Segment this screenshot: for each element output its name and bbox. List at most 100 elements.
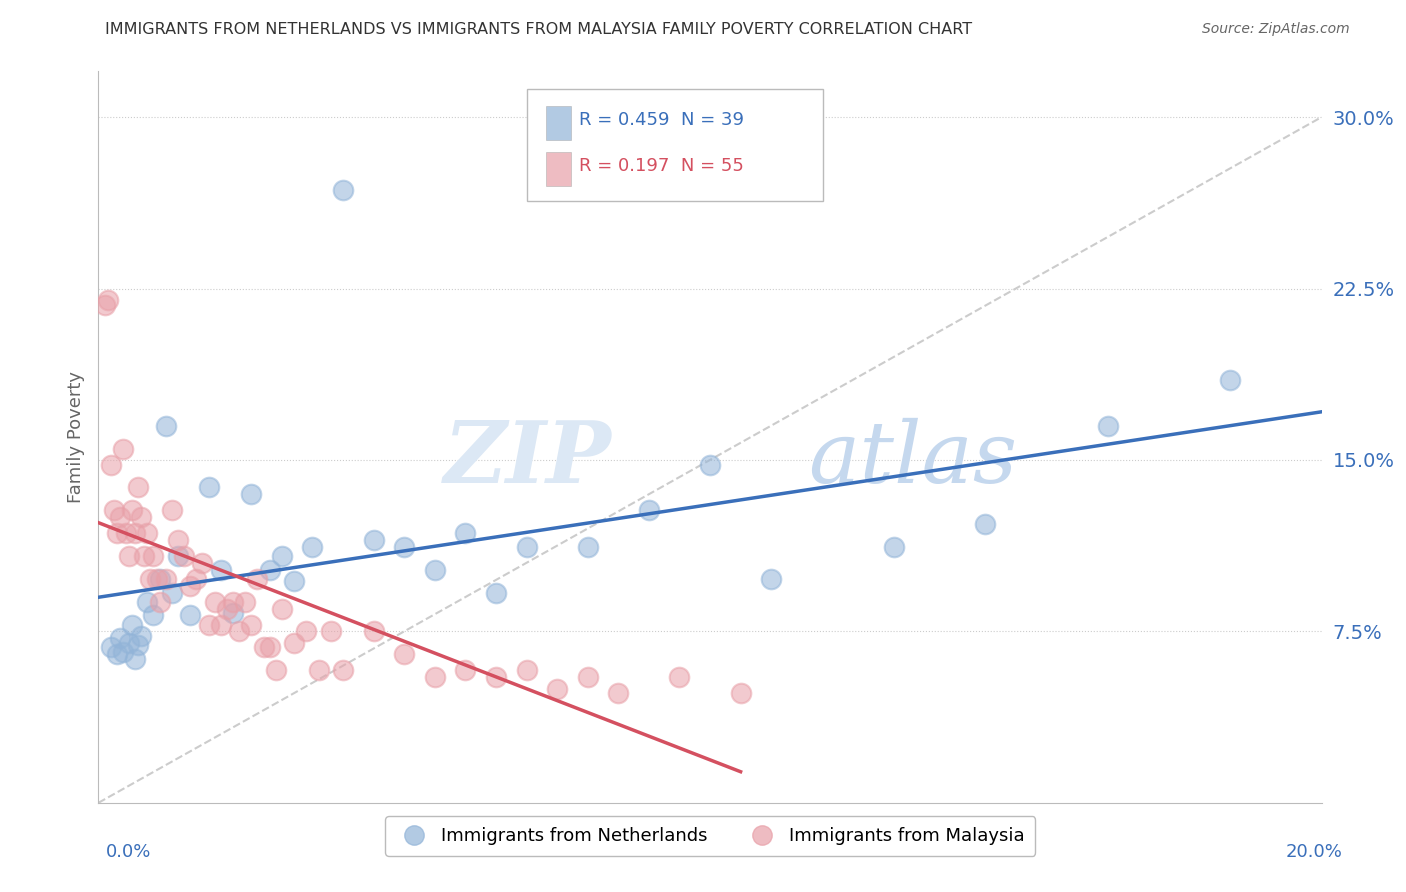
Point — [160, 503, 183, 517]
Point — [136, 594, 159, 608]
Point — [252, 640, 274, 655]
Point — [454, 663, 477, 677]
Point — [295, 624, 318, 639]
Point — [155, 418, 177, 433]
Point — [134, 549, 156, 563]
Point — [100, 458, 122, 472]
Point — [363, 533, 385, 547]
Point — [204, 594, 226, 608]
Point — [197, 617, 219, 632]
Point — [145, 572, 167, 586]
Point — [607, 686, 630, 700]
Point — [129, 629, 152, 643]
Point — [319, 624, 342, 639]
Point — [97, 293, 120, 307]
Point — [127, 480, 149, 494]
Point — [332, 183, 354, 197]
Point — [761, 572, 783, 586]
Point — [423, 670, 446, 684]
Text: 20.0%: 20.0% — [1286, 843, 1343, 861]
Point — [215, 601, 238, 615]
Point — [485, 585, 508, 599]
Point — [974, 516, 997, 531]
Point — [240, 617, 263, 632]
Point — [1097, 418, 1119, 433]
Text: IMMIGRANTS FROM NETHERLANDS VS IMMIGRANTS FROM MALAYSIA FAMILY POVERTY CORRELATI: IMMIGRANTS FROM NETHERLANDS VS IMMIGRANT… — [105, 22, 973, 37]
Point — [108, 632, 131, 646]
Point — [730, 686, 752, 700]
Point — [142, 549, 165, 563]
Point — [222, 594, 245, 608]
Point — [283, 574, 305, 588]
Point — [121, 503, 143, 517]
Point — [546, 681, 568, 696]
Point — [105, 647, 128, 661]
Point — [668, 670, 690, 684]
Point — [139, 572, 162, 586]
Point — [103, 503, 125, 517]
Point — [240, 487, 263, 501]
Point — [576, 540, 599, 554]
Point — [179, 608, 201, 623]
Text: atlas: atlas — [808, 417, 1017, 500]
Point — [233, 594, 256, 608]
Point — [392, 540, 416, 554]
Point — [516, 663, 538, 677]
Point — [259, 563, 281, 577]
Legend: Immigrants from Netherlands, Immigrants from Malaysia: Immigrants from Netherlands, Immigrants … — [385, 816, 1035, 856]
Point — [127, 638, 149, 652]
Point — [124, 652, 146, 666]
Point — [228, 624, 250, 639]
Text: Source: ZipAtlas.com: Source: ZipAtlas.com — [1202, 22, 1350, 37]
Point — [301, 540, 323, 554]
Point — [883, 540, 905, 554]
Point — [197, 480, 219, 494]
Point — [246, 572, 269, 586]
Point — [155, 572, 177, 586]
Point — [423, 563, 446, 577]
Point — [160, 585, 183, 599]
Point — [516, 540, 538, 554]
Point — [308, 663, 330, 677]
Point — [129, 510, 152, 524]
Point — [363, 624, 385, 639]
Point — [149, 572, 172, 586]
Point — [270, 601, 294, 615]
Point — [332, 663, 354, 677]
Point — [111, 645, 134, 659]
Point — [392, 647, 416, 661]
Point — [124, 526, 146, 541]
Point — [699, 458, 721, 472]
Text: 0.0%: 0.0% — [105, 843, 150, 861]
Point — [136, 526, 159, 541]
Point — [111, 442, 134, 456]
Point — [191, 556, 214, 570]
Y-axis label: Family Poverty: Family Poverty — [66, 371, 84, 503]
Point — [1219, 373, 1241, 387]
Point — [454, 526, 477, 541]
Text: R = 0.459  N = 39: R = 0.459 N = 39 — [579, 112, 744, 129]
Point — [118, 636, 141, 650]
Point — [167, 549, 190, 563]
Point — [149, 594, 172, 608]
Point — [142, 608, 165, 623]
Point — [283, 636, 305, 650]
Point — [121, 617, 143, 632]
Point — [93, 297, 115, 311]
Point — [222, 606, 245, 620]
Point — [637, 503, 661, 517]
Point — [576, 670, 599, 684]
Point — [485, 670, 508, 684]
Point — [179, 579, 201, 593]
Point — [209, 617, 232, 632]
Point — [115, 526, 138, 541]
Text: R = 0.197  N = 55: R = 0.197 N = 55 — [579, 158, 744, 176]
Point — [259, 640, 281, 655]
Point — [209, 563, 232, 577]
Point — [100, 640, 122, 655]
Point — [105, 526, 128, 541]
Point — [186, 572, 208, 586]
Point — [270, 549, 294, 563]
Point — [167, 533, 190, 547]
Point — [264, 663, 287, 677]
